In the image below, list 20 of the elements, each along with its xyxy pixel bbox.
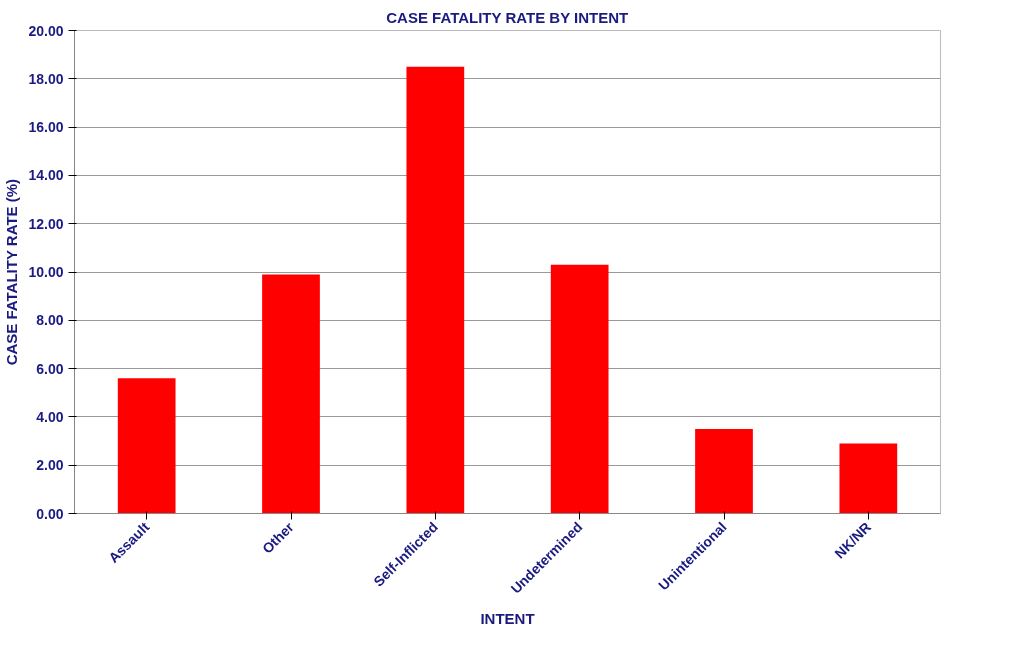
y-tick-label: 10.00 <box>28 264 64 280</box>
y-axis-title: CASE FATALITY RATE (%) <box>3 178 21 366</box>
x-axis-title: INTENT <box>480 610 535 628</box>
y-tick-label: 12.00 <box>28 215 64 232</box>
bar <box>406 66 465 514</box>
bar <box>695 428 753 514</box>
bar <box>550 264 609 514</box>
y-tick-label: 20.00 <box>28 22 64 39</box>
chart-title: CASE FATALITY RATE BY INTENT <box>386 8 629 26</box>
y-tick-label: 4.00 <box>36 408 64 425</box>
y-tick-label: 2.00 <box>36 457 64 474</box>
y-tick-label: 0.00 <box>36 505 64 522</box>
y-tick-label: 18.00 <box>28 70 64 87</box>
bar <box>262 274 320 514</box>
bar <box>839 443 898 514</box>
y-tick-label: 16.00 <box>28 119 64 136</box>
y-tick-label: 8.00 <box>36 312 64 329</box>
y-tick-label: 14.00 <box>28 167 64 184</box>
bar <box>117 378 176 514</box>
y-tick-label: 6.00 <box>36 360 64 377</box>
